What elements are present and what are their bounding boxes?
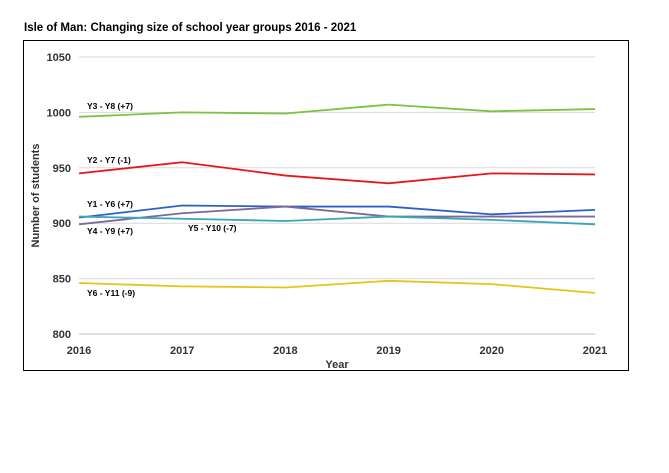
y-axis-title: Number of students [30,144,42,248]
data-point-y6-y11-9-2016 [78,282,80,284]
data-point-y4-y9-7-2020 [491,216,493,218]
x-tick-label-2021: 2021 [583,345,607,357]
data-point-y5-y10-7-2017 [181,218,183,220]
series-label-y4-y9-7: Y4 - Y9 (+7) [87,226,133,236]
data-point-y1-y6-7-2021 [594,209,596,211]
data-point-y5-y10-7-2018 [284,220,286,222]
y-tick-label-900: 900 [53,218,71,230]
series-label-y2-y7-1: Y2 - Y7 (-1) [87,155,131,165]
data-point-y5-y10-7-2016 [78,216,80,218]
y-tick-label-1000: 1000 [47,107,71,119]
series-label-y5-y10-7: Y5 - Y10 (-7) [188,223,237,233]
x-tick-label-2016: 2016 [67,345,91,357]
y-tick-label-850: 850 [53,274,71,286]
data-point-y4-y9-7-2021 [594,216,596,218]
data-point-y2-y7-1-2019 [388,182,390,184]
data-point-y2-y7-1-2016 [78,172,80,174]
y-tick-label-1050: 1050 [47,52,71,64]
data-point-y6-y11-9-2019 [388,280,390,282]
series-line-y1-y6-7 [78,204,596,219]
x-tick-label-2019: 2019 [376,345,400,357]
x-axis-title: Year [325,359,349,371]
data-point-y3-y8-7-2019 [388,104,390,106]
x-tick-label-2017: 2017 [170,345,194,357]
data-point-y2-y7-1-2021 [594,173,596,175]
series-line-y6-y11-9 [78,279,596,294]
data-point-y6-y11-9-2018 [284,286,286,288]
data-point-y3-y8-7-2020 [491,110,493,112]
data-point-y4-y9-7-2017 [181,212,183,214]
data-point-y4-y9-7-2016 [78,223,80,225]
data-point-y4-y9-7-2018 [284,206,286,208]
data-point-y5-y10-7-2019 [388,216,390,218]
data-point-y2-y7-1-2020 [491,172,493,174]
data-point-y3-y8-7-2017 [181,111,183,113]
x-tick-label-2020: 2020 [480,345,504,357]
series-label-y1-y6-7: Y1 - Y6 (+7) [87,199,133,209]
data-point-y6-y11-9-2020 [491,283,493,285]
chart-frame [23,40,629,371]
data-point-y2-y7-1-2018 [284,175,286,177]
page-title: Isle of Man: Changing size of school yea… [24,22,357,34]
data-point-y1-y6-7-2020 [491,213,493,215]
data-point-y6-y11-9-2021 [594,292,596,294]
data-point-y5-y10-7-2021 [594,223,596,225]
y-tick-label-800: 800 [53,329,71,341]
series-label-y6-y11-9: Y6 - Y11 (-9) [87,288,135,298]
data-point-y3-y8-7-2021 [594,108,596,110]
x-tick-label-2018: 2018 [273,345,297,357]
data-point-y2-y7-1-2017 [181,161,183,163]
data-point-y6-y11-9-2017 [181,285,183,287]
data-point-y3-y8-7-2016 [78,116,80,118]
data-point-y3-y8-7-2018 [284,113,286,115]
data-point-y1-y6-7-2019 [388,206,390,208]
series-line-y3-y8-7 [78,103,596,118]
series-line-y4-y9-7 [78,205,595,226]
series-line-y2-y7-1 [78,161,596,185]
data-point-y1-y6-7-2017 [181,204,183,206]
series-line-y5-y10-7 [78,215,596,226]
series-label-y3-y8-7: Y3 - Y8 (+7) [87,101,133,111]
y-tick-label-950: 950 [53,163,71,175]
data-point-y5-y10-7-2020 [491,219,493,221]
